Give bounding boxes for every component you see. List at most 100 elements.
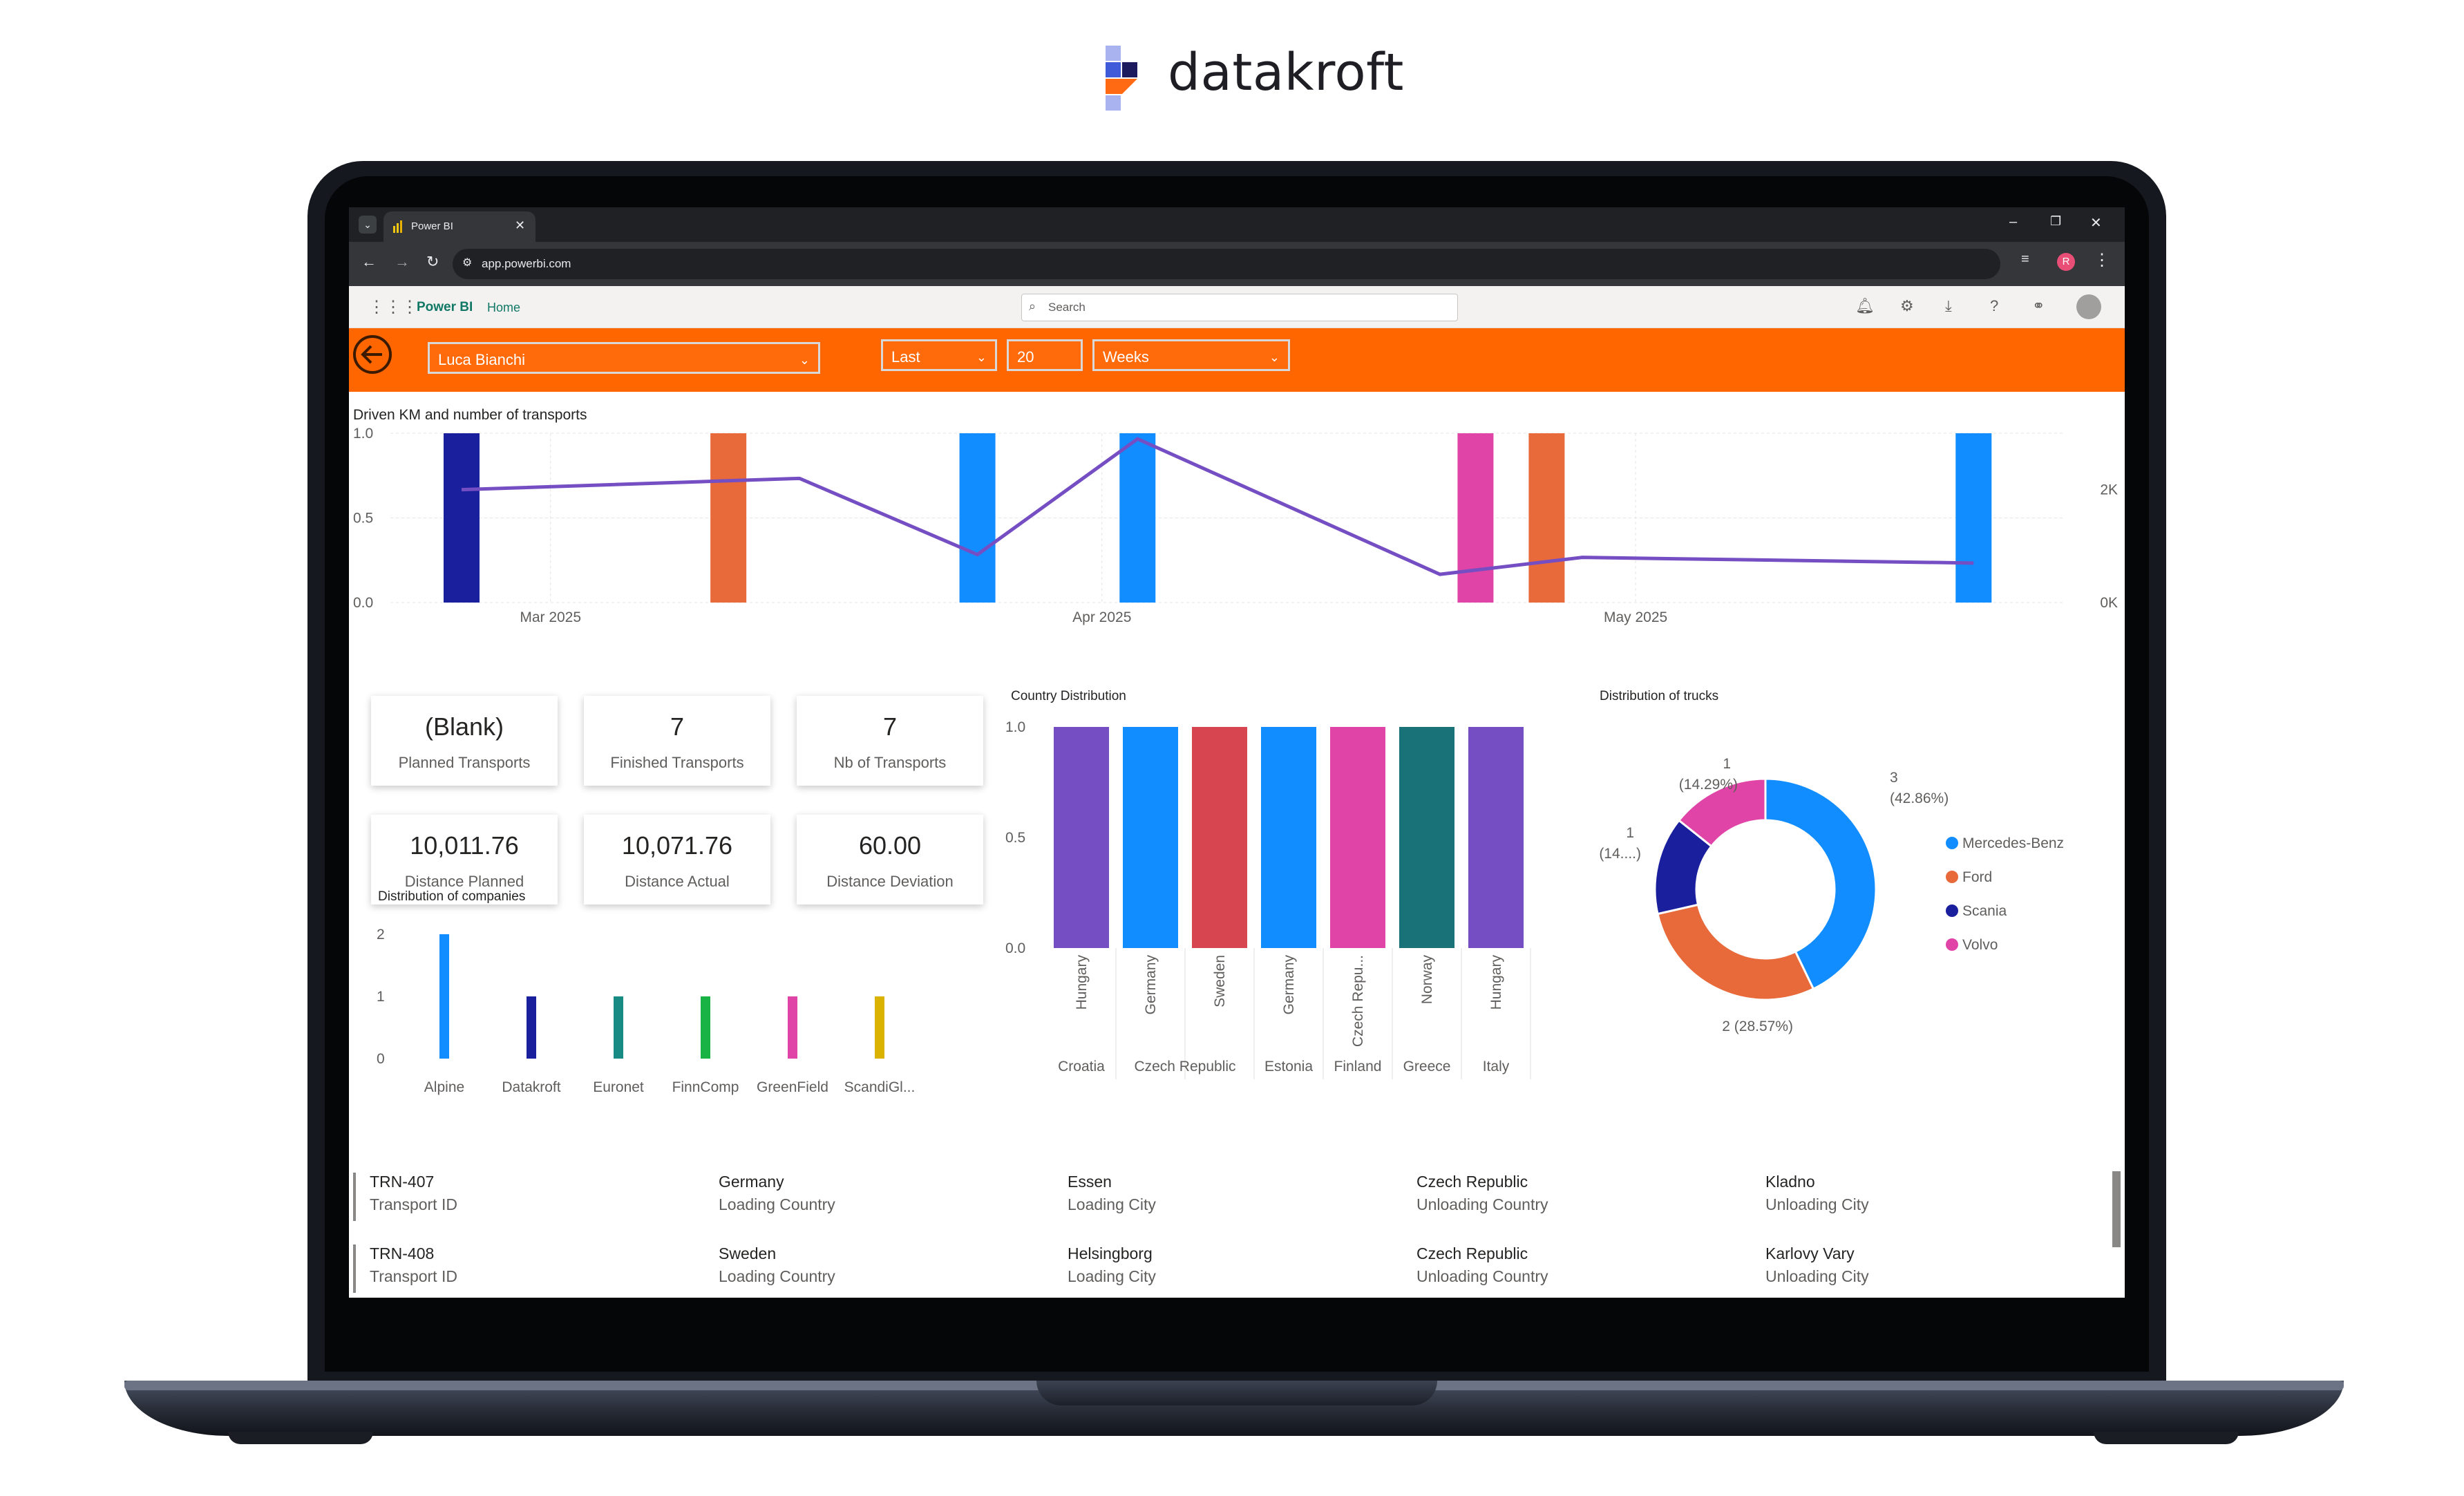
forward-icon[interactable]: →	[395, 253, 410, 270]
left-axis-tick: 1.0	[353, 426, 373, 442]
download-icon[interactable]: ⤓	[1945, 297, 1952, 314]
cell-label: Unloading Country	[1416, 1267, 1548, 1285]
settings-icon[interactable]: ⚙	[1900, 297, 1914, 314]
unloading-country-label: Italy	[1483, 1059, 1510, 1074]
powerbi-favicon-icon	[393, 220, 403, 233]
driver-dropdown[interactable]: Luca Bianchi ⌄	[428, 342, 820, 374]
y-tick-label: 0.0	[1005, 940, 1025, 956]
loading-country-label: Sweden	[1212, 955, 1228, 1007]
profile-avatar[interactable]: R	[2057, 253, 2075, 271]
period-count-input[interactable]: 20	[1007, 339, 1083, 371]
cell-label: Unloading Country	[1416, 1195, 1548, 1213]
transport-bar	[1528, 433, 1565, 603]
cell-value: Karlovy Vary	[1765, 1244, 1855, 1262]
search-placeholder: Search	[1048, 301, 1086, 314]
transport-bar	[443, 433, 480, 603]
reload-icon[interactable]: ↻	[426, 253, 439, 270]
driver-value: Luca Bianchi	[438, 351, 525, 368]
slice-percent-label: (42.86%)	[1890, 790, 1949, 806]
cell-label: Unloading City	[1765, 1195, 1869, 1213]
legend-label: Ford	[1962, 869, 1992, 885]
kpi-label: Planned Transports	[398, 754, 531, 771]
datakroft-logo	[1106, 46, 1137, 111]
month-tick-label: Mar 2025	[520, 609, 581, 625]
close-window-icon[interactable]: ✕	[2090, 216, 2102, 231]
month-tick-label: Apr 2025	[1072, 609, 1131, 625]
back-arrow-icon[interactable]	[352, 334, 393, 375]
kpi-card: 60.00 Distance Deviation	[797, 815, 983, 905]
y-tick-label: 1	[377, 989, 385, 1005]
app-name[interactable]: Power BI	[417, 300, 473, 314]
legend-marker	[1946, 871, 1958, 883]
transport-bar	[1955, 433, 1992, 603]
search-input[interactable]: ⌕ Search	[1021, 294, 1458, 321]
cell-label: Unloading City	[1765, 1267, 1869, 1285]
legend-marker	[1946, 837, 1958, 849]
right-axis-tick: 0K	[2100, 595, 2118, 611]
cell-value: Sweden	[719, 1244, 777, 1262]
cell-value: Germany	[719, 1173, 784, 1191]
slice-percent-label: (14.29%)	[1679, 777, 1738, 793]
user-avatar[interactable]	[2076, 294, 2101, 319]
laptop-foot	[2094, 1432, 2239, 1444]
report-canvas: Driven KM and number of transports 0.0 0.…	[349, 392, 2125, 1298]
country-bar-chart: 0.0 0.5 1.0 Hungary Germany Sweden Germany Czec…	[1005, 719, 1531, 1079]
kpi-card: 10,071.76 Distance Actual	[584, 815, 770, 905]
table-scrollbar[interactable]	[2112, 1171, 2121, 1247]
minimize-icon[interactable]: –	[2009, 214, 2018, 229]
company-label: GreenField	[757, 1079, 828, 1095]
trucks-donut-chart: 3 (42.86%) 2 (28.57%) 1 (14....) 1 (14.29%) Mer…	[1599, 756, 2064, 1034]
kpi-card: (Blank) Planned Transports	[371, 696, 558, 786]
kpi-value: 60.00	[858, 831, 922, 860]
legend-marker	[1946, 905, 1958, 917]
chevron-down-icon: ⌄	[1269, 350, 1280, 364]
extensions-icon[interactable]: ≡	[2021, 252, 2029, 267]
brand-name: datakroft	[1168, 43, 1404, 102]
company-bar	[614, 996, 623, 1059]
legend-label: Volvo	[1962, 937, 1998, 953]
browser-menu-icon[interactable]: ⋮	[2094, 251, 2110, 269]
cell-value: Essen	[1068, 1173, 1112, 1191]
kpi-label: Distance Actual	[625, 873, 730, 890]
left-axis-tick: 0.5	[353, 511, 373, 527]
period-unit-dropdown[interactable]: Weeks ⌄	[1092, 339, 1290, 371]
main-chart-title: Driven KM and number of transports	[353, 407, 587, 423]
app-launcher-icon[interactable]: ⋮⋮⋮	[368, 298, 418, 316]
legend-label: Mercedes-Benz	[1962, 835, 2064, 851]
period-mode-dropdown[interactable]: Last ⌄	[881, 339, 997, 371]
unloading-country-label: Estonia	[1264, 1059, 1313, 1074]
slice-percent-label: (14....)	[1599, 846, 1641, 862]
company-label: Alpine	[424, 1079, 464, 1095]
company-bar	[701, 996, 710, 1059]
legend-marker	[1946, 938, 1958, 951]
loading-country-label: Norway	[1419, 955, 1435, 1005]
breadcrumb-home[interactable]: Home	[487, 301, 521, 314]
slice-value-label: 1	[1626, 825, 1634, 841]
right-axis-tick: 2K	[2100, 482, 2118, 498]
country-bar	[1123, 727, 1178, 948]
tab-search-button[interactable]: ⌄	[359, 216, 377, 234]
close-tab-icon[interactable]: ✕	[515, 218, 526, 232]
company-label: Euronet	[593, 1079, 644, 1095]
loading-country-label: Czech Repu...	[1350, 955, 1366, 1047]
country-chart-title: Country Distribution	[1011, 689, 1126, 703]
cell-label: Transport ID	[370, 1195, 457, 1213]
unloading-country-label: Czech Republic	[1134, 1059, 1235, 1074]
chevron-down-icon: ⌄	[976, 350, 987, 364]
restore-icon[interactable]: ❐	[2050, 214, 2062, 228]
browser-tab[interactable]: Power BI ✕	[383, 211, 536, 242]
address-bar[interactable]: ⚙ app.powerbi.com	[453, 249, 2000, 279]
donut-slice	[1677, 777, 1767, 848]
site-info-icon[interactable]: ⚙	[462, 257, 473, 269]
share-icon[interactable]: ⚭	[2032, 297, 2045, 314]
country-bar	[1330, 727, 1385, 948]
help-icon[interactable]: ?	[1990, 297, 1999, 314]
back-icon[interactable]: ←	[361, 253, 377, 270]
company-bar	[439, 934, 449, 1059]
donut-slice	[1656, 903, 1815, 1001]
cell-label: Transport ID	[370, 1267, 457, 1285]
slice-value-label: 1	[1723, 756, 1731, 772]
legend-label: Scania	[1962, 903, 2007, 919]
notifications-icon[interactable]: 🔔︎	[1855, 297, 1875, 314]
period-count-value: 20	[1017, 348, 1034, 366]
